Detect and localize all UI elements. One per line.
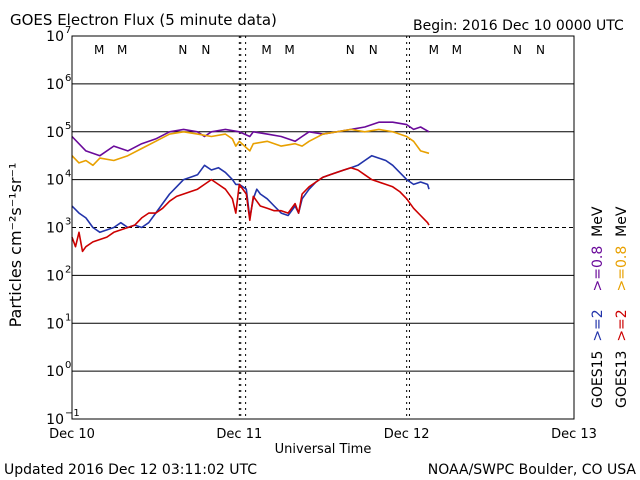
series-line (71, 166, 430, 253)
series-line (71, 154, 430, 234)
x-tick-label: Dec 11 (216, 427, 262, 442)
mn-marker: M (284, 43, 294, 57)
mn-marker: N (346, 43, 355, 57)
updated-label: Updated 2016 Dec 12 03:11:02 UTC (4, 462, 257, 478)
y-tick-exponent: 1 (65, 312, 71, 323)
y-tick-exponent: 2 (65, 264, 71, 275)
y-tick-base: 10 (46, 221, 64, 237)
y-tick-base: 10 (46, 412, 64, 428)
begin-label: Begin: 2016 Dec 10 0000 UTC (413, 18, 624, 34)
legend-entry: MeV (590, 206, 606, 246)
series-lines (71, 121, 430, 253)
chart-title: GOES Electron Flux (5 minute data) (10, 11, 277, 29)
x-tick-labels: Dec 10 Dec 11 Dec 12 Dec 13 (49, 427, 597, 442)
y-tick-base: 10 (46, 173, 64, 189)
mn-marker: M (94, 43, 104, 57)
y-tick-base: 10 (46, 77, 64, 93)
legend-entry: GOES13 (614, 351, 630, 408)
series-line (71, 121, 430, 157)
y-tick-exponent: 7 (65, 25, 71, 36)
series-line (71, 128, 430, 167)
legend-entry: MeV (614, 206, 630, 246)
y-tick-base: 10 (46, 316, 64, 332)
mn-marker: N (513, 43, 522, 57)
mn-marker: N (536, 43, 545, 57)
y-tick-exponent: 5 (65, 121, 71, 132)
credit-label: NOAA/SWPC Boulder, CO USA (428, 462, 637, 478)
legend-column: GOES15 >=2 >=0.8 MeV (590, 206, 606, 408)
mn-marker: N (369, 43, 378, 57)
y-tick-exponent: 0 (65, 360, 71, 371)
y-axis-label: Particles cm⁻²s⁻¹sr⁻¹ (6, 163, 25, 328)
mn-marker: M (429, 43, 439, 57)
grid (72, 36, 574, 419)
mn-marker: M (261, 43, 271, 57)
legend-entry: >=2 (590, 309, 606, 350)
mn-marker: M (117, 43, 127, 57)
legend-entry: GOES15 (590, 351, 606, 408)
y-tick-exponent: −1 (65, 408, 80, 419)
y-tick-exponent: 4 (65, 169, 71, 180)
plot-frame (71, 35, 575, 420)
x-tick-label: Dec 10 (49, 427, 95, 442)
y-tick-base: 10 (46, 125, 64, 141)
x-tick-label: Dec 12 (384, 427, 430, 442)
mn-marker: N (201, 43, 210, 57)
legend-entry: >=0.8 (590, 246, 606, 310)
y-tick-exponent: 6 (65, 73, 71, 84)
mn-marker: M (452, 43, 462, 57)
x-tick-label: Dec 13 (551, 427, 597, 442)
y-tick-exponent: 3 (65, 217, 71, 228)
legend-column: GOES13 >=2 >=0.8 MeV (614, 206, 630, 408)
legend-entry: >=0.8 (614, 246, 630, 310)
y-tick-base: 10 (46, 29, 64, 45)
y-tick-base: 10 (46, 268, 64, 284)
x-axis-label: Universal Time (275, 442, 372, 457)
y-tick-base: 10 (46, 364, 64, 380)
legend-entry: >=2 (614, 309, 630, 350)
mn-marker: N (178, 43, 187, 57)
